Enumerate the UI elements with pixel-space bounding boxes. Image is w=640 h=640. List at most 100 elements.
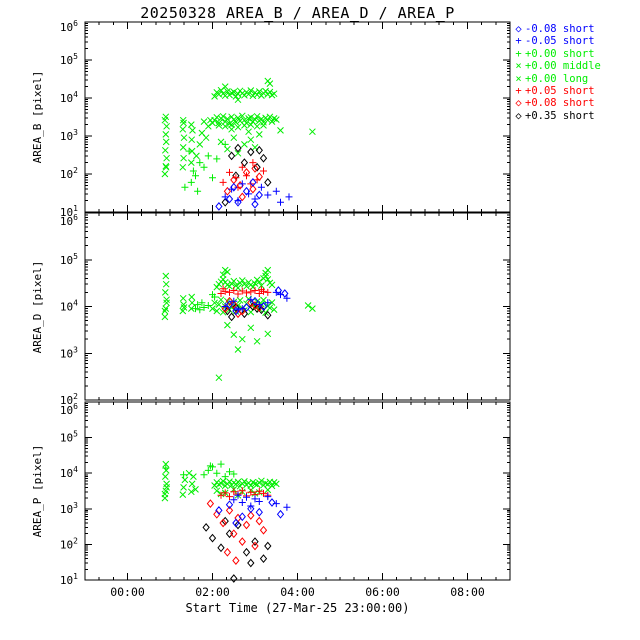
point-cross (179, 163, 187, 171)
point-plus (162, 464, 170, 472)
point-plus (192, 172, 199, 180)
point-cross (260, 118, 267, 126)
point-plus (181, 183, 189, 191)
point-diamond (242, 168, 251, 177)
point-plus (200, 304, 208, 311)
point-plus (238, 180, 246, 188)
point-cross (161, 490, 169, 498)
point-diamond (221, 516, 229, 526)
point-diamond (259, 554, 268, 563)
point-cross (211, 93, 218, 100)
point-cross (270, 306, 278, 313)
point-cross (262, 479, 269, 487)
point-cross (181, 476, 189, 484)
point-cross (277, 127, 284, 134)
point-diamond (202, 523, 210, 532)
point-diamond (255, 172, 263, 182)
point-diamond (225, 529, 234, 539)
point-plus (213, 469, 221, 477)
panel-frame (84, 212, 511, 401)
point-diamond (255, 516, 263, 526)
point-plus (245, 190, 253, 198)
point-cross (161, 473, 169, 480)
point-cross (162, 163, 170, 171)
y-tick-label: 102 (60, 536, 78, 551)
y-tick-label: 102 (60, 166, 78, 181)
point-cross (241, 122, 248, 129)
point-diamond (234, 197, 242, 207)
point-cross (266, 113, 274, 121)
point-plus (228, 185, 236, 193)
point-cross (161, 289, 169, 296)
point-plus (260, 167, 267, 175)
point-cross (255, 88, 263, 95)
point-diamond (208, 533, 217, 543)
legend-marker-plus-icon: + (515, 35, 522, 48)
point-diamond (255, 507, 263, 517)
point-cross (161, 313, 169, 321)
point-cross (247, 482, 255, 489)
point-diamond (238, 192, 246, 202)
point-diamond (251, 537, 259, 546)
point-cross (215, 374, 223, 382)
point-diamond (281, 289, 289, 298)
point-plus (219, 285, 227, 293)
point-plus (213, 155, 221, 163)
panel-frame (84, 21, 511, 213)
point-diamond (253, 304, 261, 313)
point-cross (213, 487, 221, 495)
legend-marker-diamond-icon: ◇ (515, 97, 522, 110)
point-plus (247, 502, 255, 510)
legend-item: + +0.05 short (512, 85, 601, 97)
point-plus (234, 491, 242, 499)
point-diamond (223, 186, 232, 196)
point-plus (283, 503, 291, 511)
point-plus (249, 159, 257, 167)
point-plus (264, 493, 272, 501)
point-cross (162, 113, 170, 121)
legend-marker-plus-icon: + (515, 85, 522, 98)
point-cross (215, 119, 223, 127)
scatter-area_b (161, 77, 316, 211)
point-cross (226, 478, 233, 485)
point-plus (251, 495, 259, 503)
point-cross (251, 280, 259, 287)
point-cross (211, 299, 218, 307)
point-cross (180, 304, 188, 311)
point-cross (268, 281, 276, 289)
point-cross (179, 125, 187, 133)
point-cross (163, 296, 170, 304)
point-cross (234, 478, 242, 486)
point-plus (234, 183, 242, 191)
point-plus (198, 299, 206, 307)
point-cross (260, 296, 267, 304)
point-cross (190, 473, 197, 480)
point-cross (258, 282, 265, 289)
y-tick-label: 106 (60, 213, 78, 228)
point-plus (272, 288, 280, 296)
point-cross (270, 90, 278, 98)
point-cross (202, 134, 210, 142)
legend-label: -0.08 short (525, 23, 595, 35)
point-diamond (232, 556, 240, 565)
point-cross (309, 128, 316, 136)
point-plus (180, 471, 188, 479)
point-plus (211, 293, 219, 301)
point-cross (228, 125, 235, 133)
x-tick-label: 02:00 (195, 585, 230, 599)
point-cross (241, 141, 248, 148)
point-plus (238, 287, 246, 295)
axis-ticks (84, 212, 511, 401)
legend-marker-diamond-icon: ◇ (515, 23, 522, 35)
point-cross (189, 127, 196, 134)
point-cross (255, 278, 263, 286)
point-diamond (215, 506, 223, 515)
legend-marker-diamond-icon: ◇ (515, 109, 522, 122)
point-cross (236, 297, 244, 304)
y-tick-label: 106 (60, 402, 78, 417)
y-tick-label: 104 (60, 90, 78, 105)
point-cross (187, 488, 195, 496)
x-tick-label: 08:00 (450, 585, 485, 599)
point-plus (187, 178, 195, 186)
point-plus (283, 294, 291, 302)
